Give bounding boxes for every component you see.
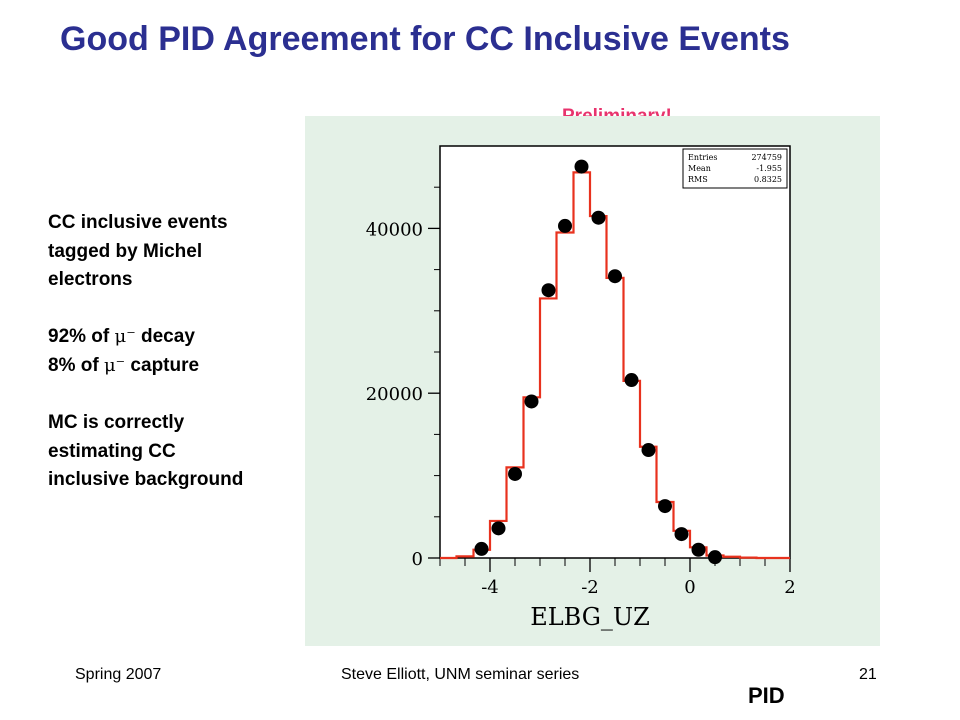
bullet-text: CC inclusive events tagged by Michel ele… — [48, 209, 308, 495]
bullet-line-decay: 92% of μ⁻ decay — [48, 323, 308, 352]
histogram-svg: 0 20000 40000 -4 -2 0 2 ELBG_UZ Entries 274759 Mea… — [366, 145, 796, 631]
stats-value: -1.955 — [756, 164, 782, 173]
stats-value: 0.8325 — [754, 175, 782, 184]
decay-prefix: 92% of — [48, 326, 115, 348]
data-point — [674, 527, 689, 542]
data-point — [658, 499, 672, 514]
data-point — [608, 269, 622, 284]
capture-suffix: capture — [125, 354, 200, 376]
data-point — [641, 443, 656, 458]
x-tick-label: -2 — [581, 577, 599, 598]
footer-date: Spring 2007 — [75, 666, 162, 683]
bullet-line: MC is correctly — [48, 412, 185, 434]
y-tick-label: 0 — [412, 549, 423, 570]
data-point — [541, 283, 556, 298]
data-point — [558, 218, 572, 233]
data-point — [691, 542, 706, 557]
bullet-line: inclusive background — [48, 469, 244, 491]
data-point — [491, 521, 506, 536]
stats-value: 274759 — [751, 153, 782, 162]
y-tick-label: 20000 — [366, 384, 423, 405]
mc-histogram-line — [440, 171, 790, 560]
footer-presenter: Steve Elliott, UNM seminar series — [341, 666, 580, 683]
bullet-line: estimating CC — [48, 440, 176, 462]
stats-label: Entries — [688, 153, 717, 162]
bullet-cc-inclusive: CC inclusive events tagged by Michel ele… — [48, 209, 308, 295]
slide-title: Good PID Agreement for CC Inclusive Even… — [60, 20, 790, 58]
stats-box — [682, 148, 788, 189]
capture-prefix: 8% of — [48, 354, 104, 376]
x-axis-title: ELBG_UZ — [530, 603, 650, 631]
y-tick-label: 40000 — [366, 219, 423, 240]
stats-label: Mean — [688, 164, 711, 173]
data-point — [474, 541, 489, 556]
decay-suffix: decay — [135, 326, 195, 348]
data-point — [508, 466, 522, 481]
data-point — [624, 373, 639, 388]
mu-minus-symbol: μ⁻ — [114, 326, 136, 348]
x-tick-label: -4 — [481, 577, 499, 598]
bullet-line-capture: 8% of μ⁻ capture — [48, 352, 308, 381]
data-point — [708, 550, 722, 565]
plot-frame — [439, 145, 791, 559]
slide-number: 21 — [859, 666, 877, 683]
x-tick-label: 2 — [784, 577, 795, 598]
x-tick-label: 0 — [684, 577, 695, 598]
data-point — [591, 210, 606, 225]
stats-label: RMS — [688, 175, 708, 184]
mu-minus-symbol: μ⁻ — [103, 354, 126, 376]
bullet-mc-estimate: MC is correctly estimating CC inclusive … — [48, 409, 308, 495]
data-point — [574, 159, 589, 174]
section-label: PID — [748, 683, 785, 708]
bullet-muon-fractions: 92% of μ⁻ decay 8% of μ⁻ capture — [48, 323, 308, 380]
data-point — [524, 394, 539, 409]
bullet-line: electrons — [48, 269, 133, 291]
bullet-line: CC inclusive events — [48, 212, 228, 233]
histogram-plot: 0 20000 40000 -4 -2 0 2 ELBG_UZ Entries 274759 Mea… — [305, 116, 880, 646]
bullet-line: tagged by Michel — [48, 240, 203, 262]
